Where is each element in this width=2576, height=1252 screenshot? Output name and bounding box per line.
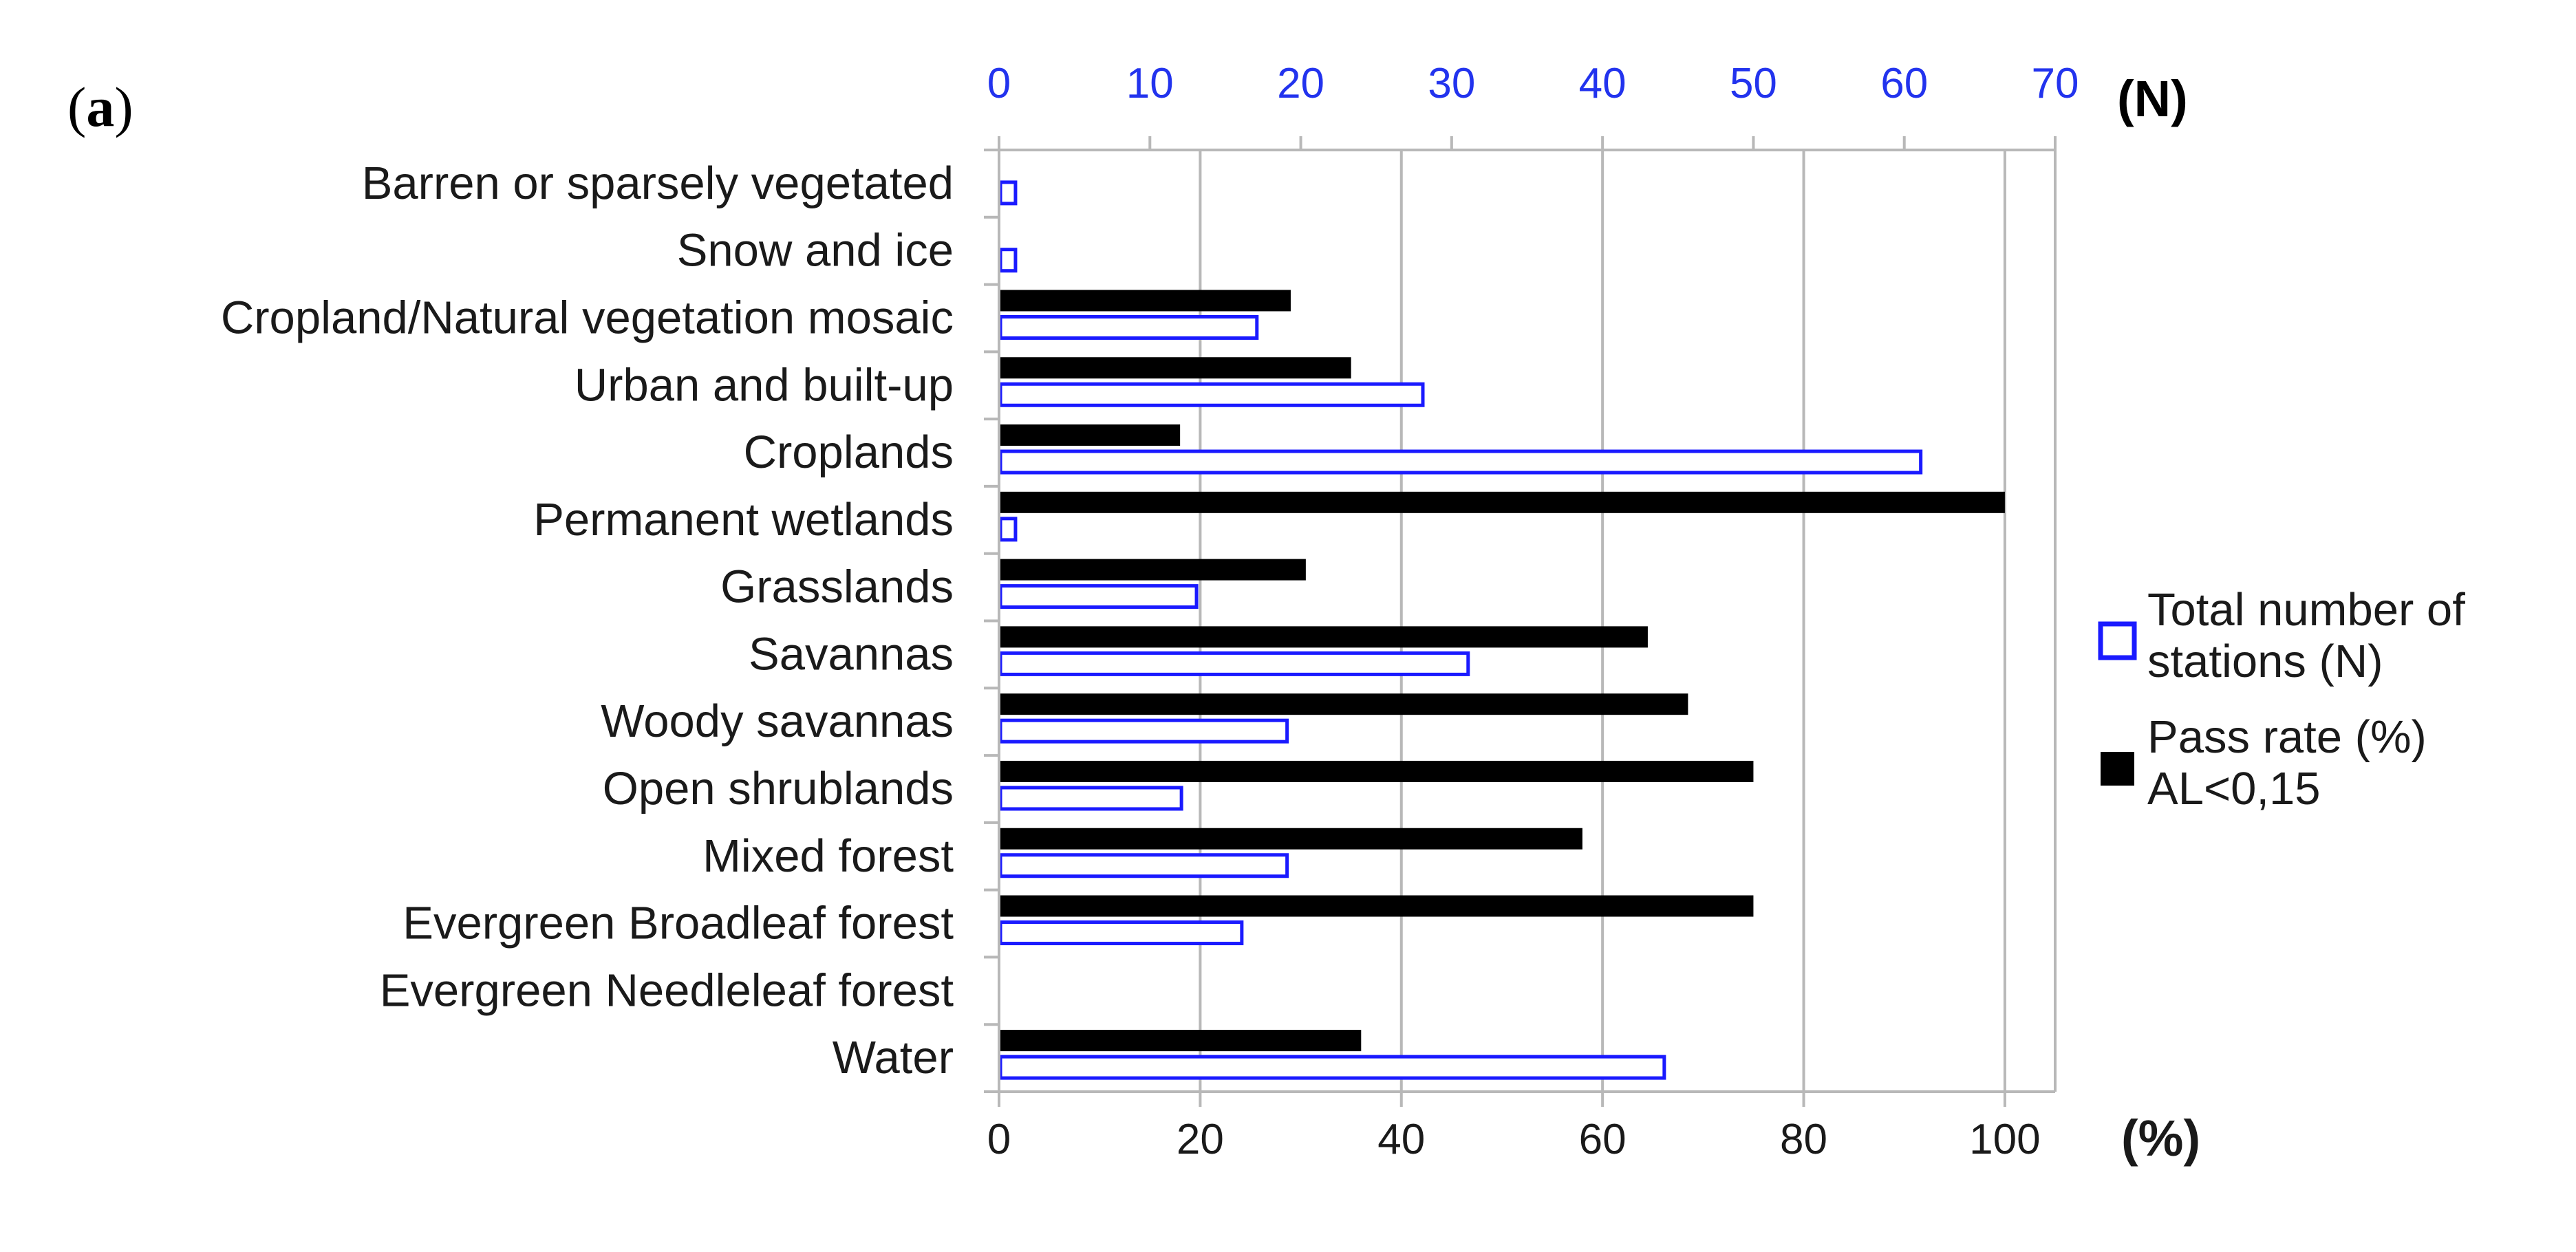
bottom-tick-label: 20 (1177, 1116, 1224, 1163)
bar-station-count (998, 584, 1199, 609)
category-label: Urban and built-up (575, 359, 954, 411)
top-tick-label: 10 (1126, 60, 1174, 107)
bottom-tick-label: 40 (1377, 1116, 1425, 1163)
bar-station-count (998, 651, 1470, 676)
bar-station-count (998, 517, 1018, 542)
category-label: Savannas (749, 628, 954, 680)
bar-station-count (998, 718, 1289, 744)
bottom-tick-label: 80 (1780, 1116, 1827, 1163)
category-label: Woody savannas (601, 695, 954, 747)
bar-pass-rate (999, 1030, 1362, 1052)
bar-station-count (998, 786, 1183, 811)
legend: Total number of stations (N) Pass rate (… (2098, 584, 2465, 814)
legend-swatch-pass (2101, 752, 2134, 786)
top-tick-label: 70 (2032, 60, 2079, 107)
bottom-tick-label: 60 (1579, 1116, 1627, 1163)
bar-station-count (998, 314, 1259, 340)
bar-pass-rate (999, 693, 1688, 715)
legend-label-stations-line2: stations (N) (2147, 636, 2383, 687)
legend-label-pass-line2: AL<0,15 (2147, 763, 2320, 814)
category-label: Evergreen Broadleaf forest (402, 898, 954, 949)
category-label: Croplands (744, 427, 954, 478)
top-tick-label: 60 (1880, 60, 1928, 107)
category-label: Barren or sparsely vegetated (362, 158, 954, 209)
bar-station-count (998, 1055, 1666, 1080)
bottom-tick-label: 100 (1969, 1116, 2040, 1163)
bar-pass-rate (999, 559, 1306, 581)
top-tick-label: 0 (987, 60, 1011, 107)
bar-station-count (998, 180, 1018, 206)
bar-station-count (998, 920, 1244, 946)
bar-station-count (998, 248, 1018, 273)
bottom-tick-label: 0 (987, 1116, 1011, 1163)
bar-layer (998, 180, 2005, 1080)
top-axis-unit-label: (N) (2117, 70, 2188, 127)
category-label: Open shrublands (603, 763, 954, 814)
legend-label-stations-line1: Total number of (2147, 584, 2465, 636)
top-tick-label: 30 (1428, 60, 1475, 107)
category-label: Mixed forest (702, 830, 954, 882)
legend-swatch-stations (2098, 621, 2137, 660)
category-label: Grasslands (720, 561, 954, 613)
bar-pass-rate (999, 424, 1181, 446)
bar-pass-rate (999, 828, 1582, 850)
top-tick-label: 20 (1277, 60, 1324, 107)
bar-pass-rate (999, 895, 1754, 917)
bar-station-count (998, 382, 1425, 407)
bar-station-count (998, 449, 1923, 475)
category-label: Water (833, 1032, 954, 1083)
category-label: Permanent wetlands (533, 494, 954, 546)
bar-station-count (998, 853, 1289, 878)
top-tick-label: 50 (1730, 60, 1777, 107)
axis-layer (984, 136, 2057, 1107)
bar-pass-rate (999, 491, 2005, 513)
category-label: Snow and ice (677, 225, 954, 277)
category-label: Evergreen Needleleaf forest (380, 964, 954, 1016)
bar-pass-rate (999, 290, 1291, 312)
label-layer: 0 20 40 60 80 100 0 10 20 30 40 50 60 70 Barren or spa… (221, 60, 2079, 1163)
legend-label-pass-line1: Pass rate (%) (2147, 711, 2427, 763)
bar-pass-rate (999, 357, 1351, 379)
grid-layer (1199, 150, 2006, 1092)
bar-pass-rate (999, 626, 1648, 648)
panel-label: (a) (67, 76, 133, 138)
bottom-axis-unit-label: (%) (2121, 1110, 2200, 1167)
bar-pass-rate (999, 760, 1754, 782)
top-tick-label: 40 (1579, 60, 1627, 107)
category-label: Cropland/Natural vegetation mosaic (221, 292, 954, 343)
